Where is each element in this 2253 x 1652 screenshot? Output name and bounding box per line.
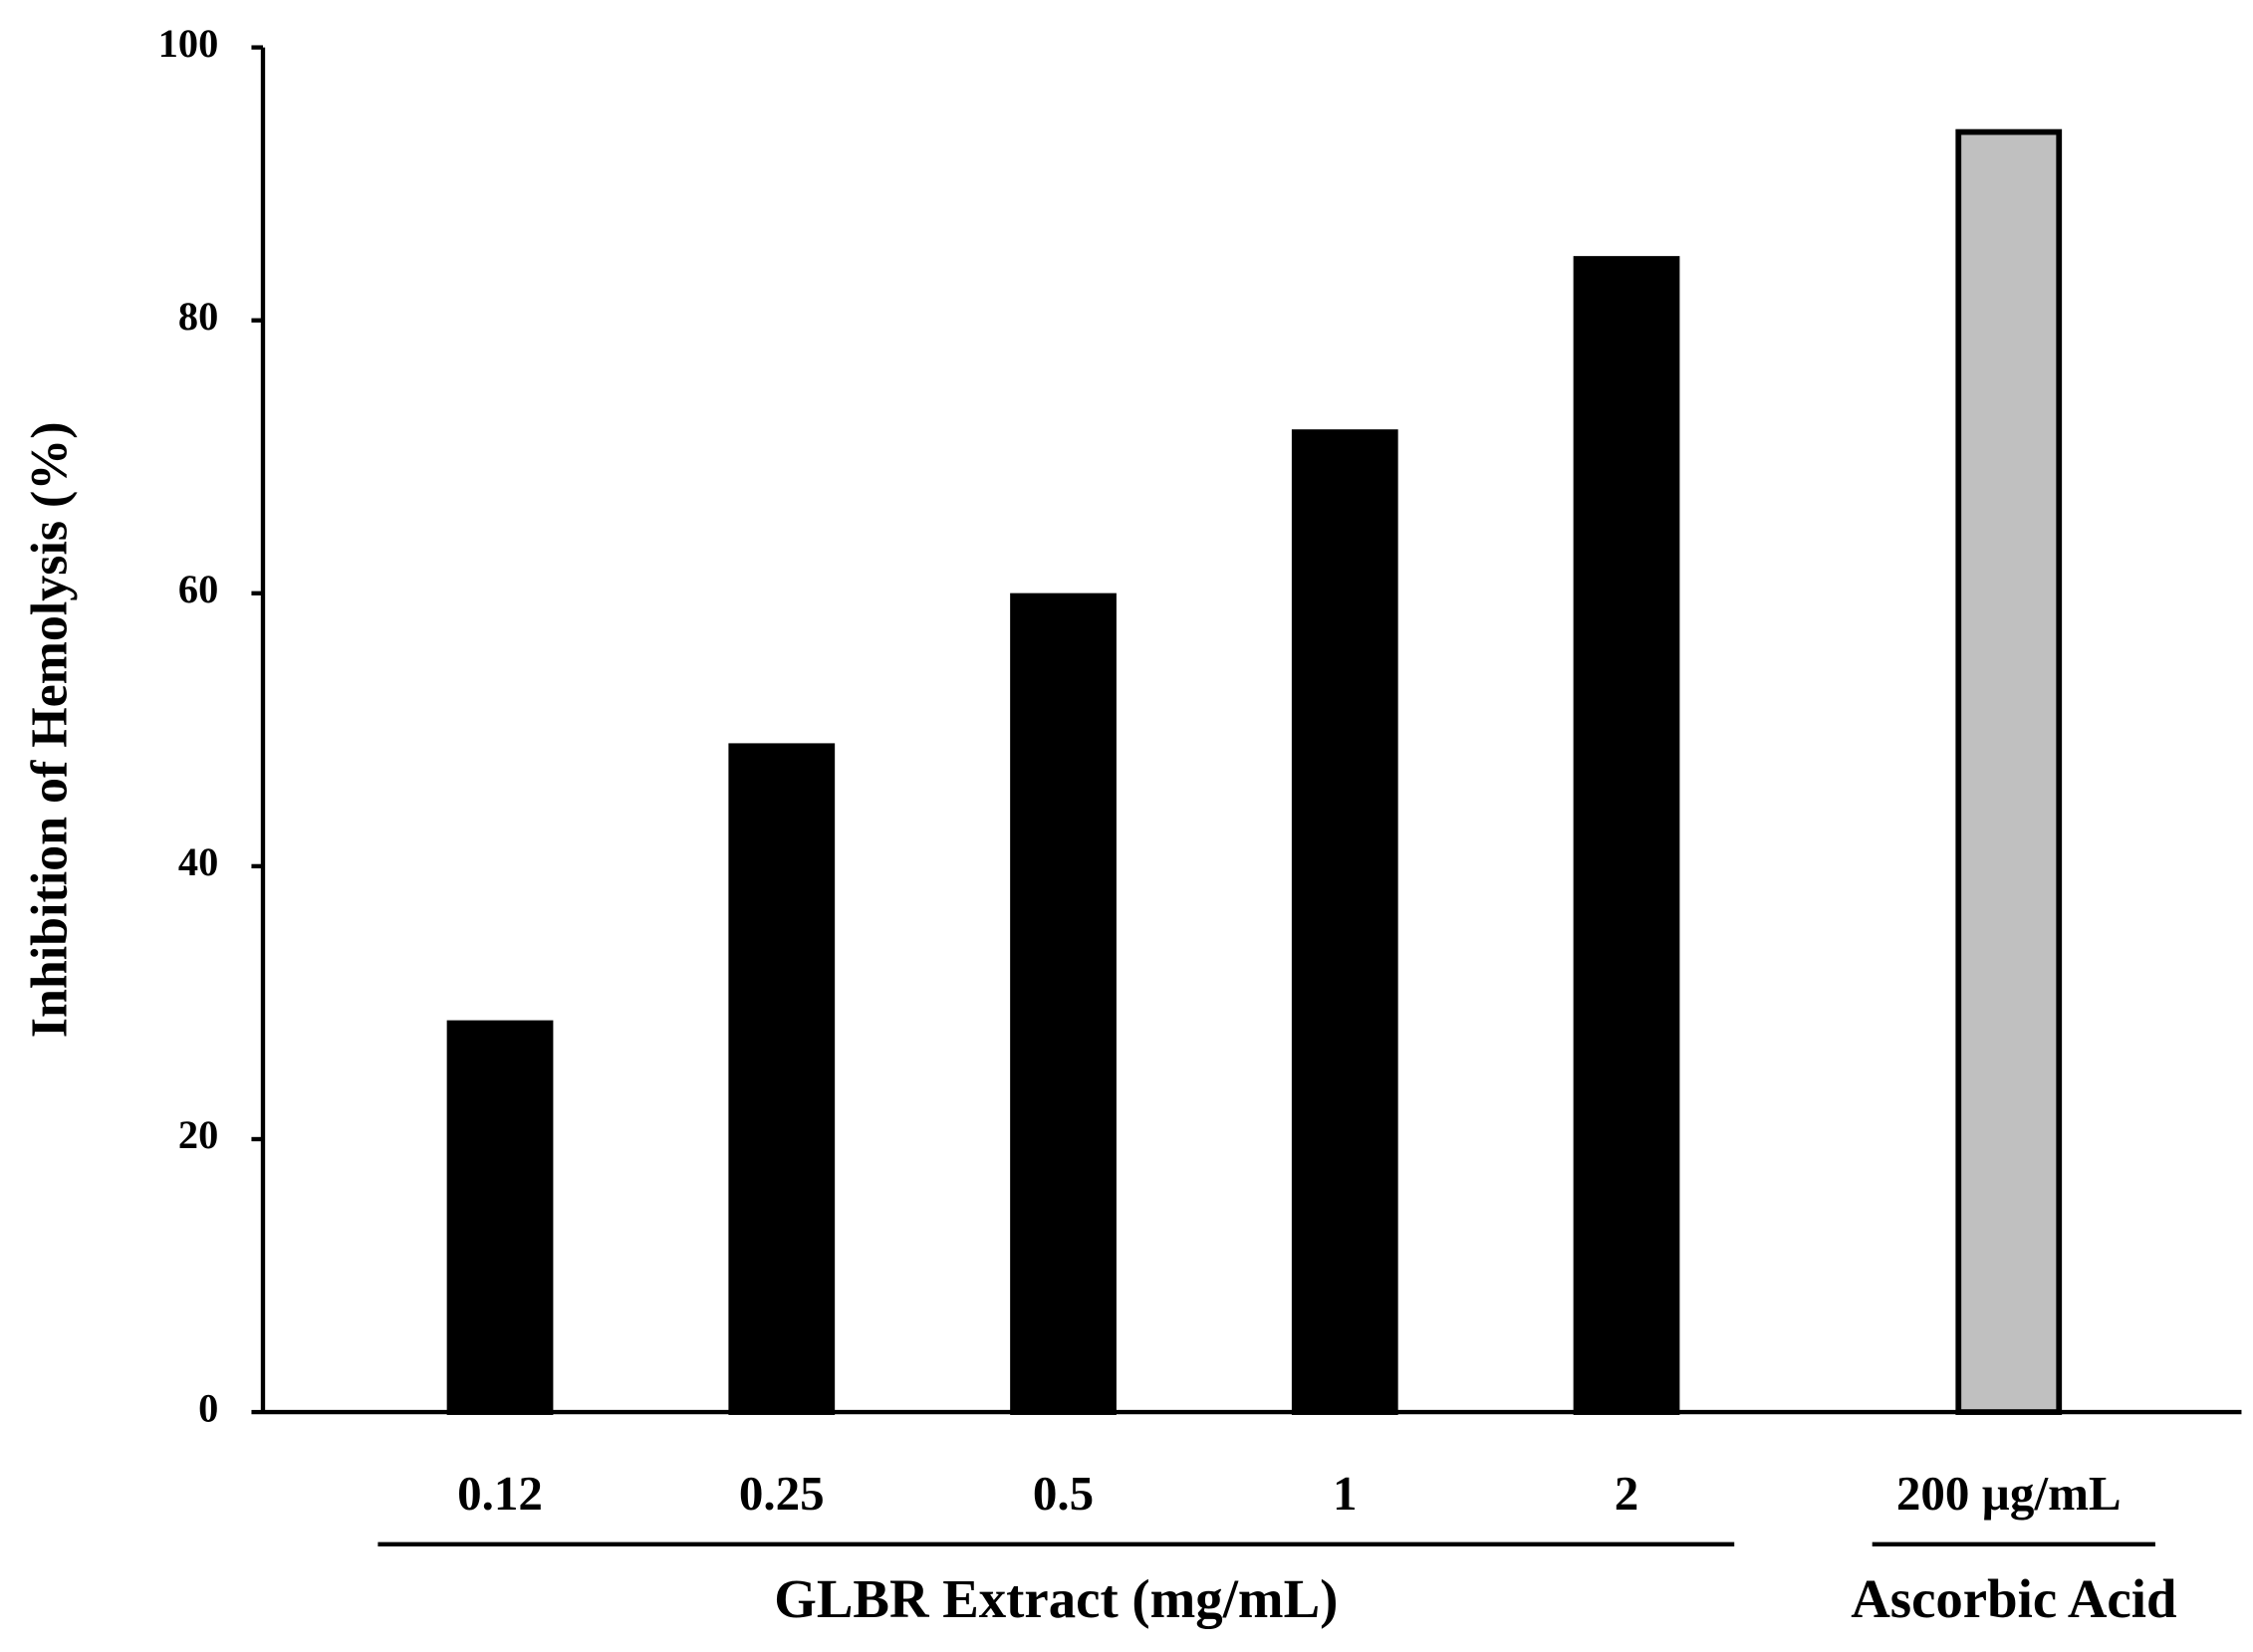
y-tick-label: 100 bbox=[158, 21, 219, 66]
y-tick-label: 80 bbox=[178, 294, 218, 339]
x-tick-label: 0.25 bbox=[739, 1466, 825, 1521]
x-tick-label: 1 bbox=[1333, 1466, 1358, 1521]
bar bbox=[446, 1020, 554, 1415]
y-tick-label: 20 bbox=[178, 1112, 218, 1157]
y-tick-label: 60 bbox=[178, 567, 218, 611]
y-tick-label: 0 bbox=[198, 1385, 218, 1430]
x-tick-label: 2 bbox=[1615, 1466, 1639, 1521]
x-tick-label: 0.12 bbox=[457, 1466, 543, 1521]
bar bbox=[728, 743, 836, 1415]
bar bbox=[1573, 256, 1680, 1415]
group-label: GLBR Extract (mg/mL) bbox=[774, 1568, 1338, 1629]
bar bbox=[1291, 429, 1398, 1415]
x-tick-label: 0.5 bbox=[1033, 1466, 1094, 1521]
x-tick-label: 200 µg/mL bbox=[1896, 1466, 2122, 1521]
group-label: Ascorbic Acid bbox=[1851, 1568, 2176, 1629]
bar bbox=[1010, 592, 1117, 1415]
y-axis-label: Inhibition of Hemolysis (%) bbox=[22, 421, 79, 1038]
y-tick-label: 40 bbox=[178, 839, 218, 884]
bar bbox=[1955, 128, 2063, 1415]
